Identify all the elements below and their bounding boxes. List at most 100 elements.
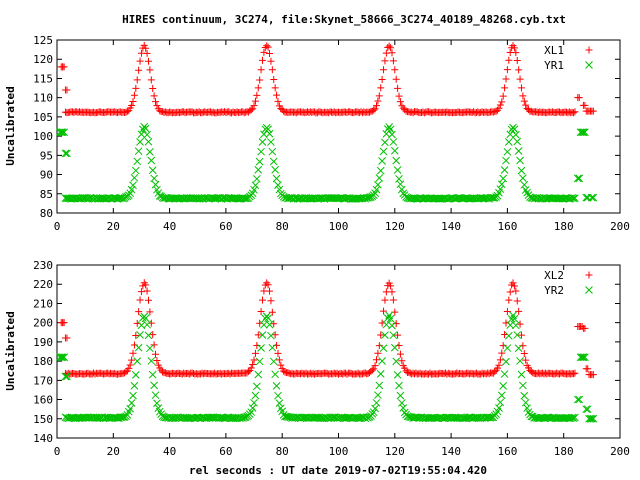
data-point: [389, 57, 397, 65]
x-tick-label: 0: [54, 445, 61, 458]
data-point: [392, 156, 401, 165]
data-point: [131, 371, 140, 379]
data-point: [63, 334, 71, 342]
data-point: [240, 413, 249, 422]
data-point: [573, 174, 582, 183]
data-point: [274, 97, 282, 105]
data-point: [254, 331, 262, 339]
data-point: [61, 372, 70, 381]
x-tick-label: 60: [219, 220, 232, 233]
data-point: [148, 166, 157, 175]
data-point: [522, 356, 530, 364]
data-point: [571, 413, 579, 422]
data-point: [511, 130, 520, 139]
data-point: [387, 282, 395, 290]
data-point: [568, 413, 576, 422]
data-point: [388, 321, 396, 330]
data-point: [395, 92, 403, 100]
data-point: [392, 75, 400, 83]
data-point: [142, 44, 150, 52]
data-point: [389, 138, 398, 146]
chart-title: HIRES continuum, 3C274, file:Skynet_5866…: [122, 13, 566, 26]
data-point: [133, 76, 141, 84]
data-point: [571, 369, 579, 377]
data-point: [277, 361, 285, 369]
data-point: [146, 344, 154, 353]
data-point: [249, 105, 257, 113]
data-point: [571, 108, 579, 116]
data-point: [375, 92, 383, 100]
data-point: [265, 129, 274, 138]
data-point: [150, 381, 158, 390]
data-point: [498, 98, 506, 106]
data-point: [517, 370, 526, 379]
x-tick-label: 120: [385, 220, 405, 233]
y-tick-label: 190: [33, 336, 53, 349]
x-tick-label: 160: [497, 445, 517, 458]
data-point: [578, 128, 586, 137]
data-point: [395, 174, 403, 183]
data-point: [264, 125, 272, 134]
data-point: [587, 414, 596, 423]
data-point: [150, 92, 158, 100]
legend-marker: [585, 61, 593, 69]
data-point: [251, 181, 260, 190]
data-point: [267, 138, 275, 146]
data-point: [520, 97, 528, 105]
data-point: [500, 370, 509, 378]
data-point: [581, 353, 589, 362]
data-point: [250, 398, 258, 407]
series-YR1: [55, 122, 598, 203]
data-point: [135, 66, 143, 74]
data-point: [575, 94, 583, 102]
x-tick-label: 100: [329, 445, 349, 458]
data-point: [274, 181, 282, 190]
data-point: [579, 128, 588, 137]
data-point: [260, 320, 268, 329]
data-point: [272, 381, 281, 390]
data-point: [581, 324, 589, 332]
data-point: [125, 364, 133, 372]
data-point: [379, 147, 388, 156]
data-point: [153, 357, 161, 365]
data-point: [130, 341, 138, 349]
y-tick-label: 230: [33, 259, 53, 272]
data-point: [503, 307, 511, 315]
data-point: [129, 181, 137, 190]
data-point: [141, 314, 150, 323]
data-point: [256, 76, 264, 84]
data-point: [503, 66, 511, 74]
data-point: [391, 66, 399, 74]
data-point: [133, 357, 142, 366]
data-point: [396, 350, 404, 358]
data-point: [510, 282, 518, 290]
data-point: [498, 349, 506, 357]
data-point: [394, 84, 402, 92]
data-point: [491, 368, 499, 376]
data-point: [57, 353, 66, 362]
data-point: [515, 66, 523, 74]
data-point: [126, 361, 134, 369]
data-point: [374, 97, 382, 105]
data-point: [153, 102, 161, 110]
x-tick-label: 180: [554, 445, 574, 458]
data-point: [510, 44, 518, 52]
data-point: [570, 109, 578, 117]
y-tick-label: 125: [33, 34, 53, 47]
data-point: [143, 320, 151, 329]
data-point: [389, 331, 398, 340]
y-tick-label: 210: [33, 297, 53, 310]
data-point: [587, 193, 596, 202]
data-point: [499, 174, 508, 183]
data-point: [129, 391, 137, 400]
panel-1: 0 20 40 60 80 100 120 140 160 180 200 80 85 90 95 100 10…: [33, 34, 630, 233]
data-point: [129, 98, 137, 106]
legend-marker: [585, 46, 593, 54]
legend-marker: [585, 271, 593, 279]
data-point: [254, 84, 262, 92]
data-point: [568, 193, 576, 202]
data-point: [376, 166, 385, 175]
data-point: [241, 194, 250, 203]
data-point: [130, 173, 139, 182]
data-point: [397, 399, 406, 407]
